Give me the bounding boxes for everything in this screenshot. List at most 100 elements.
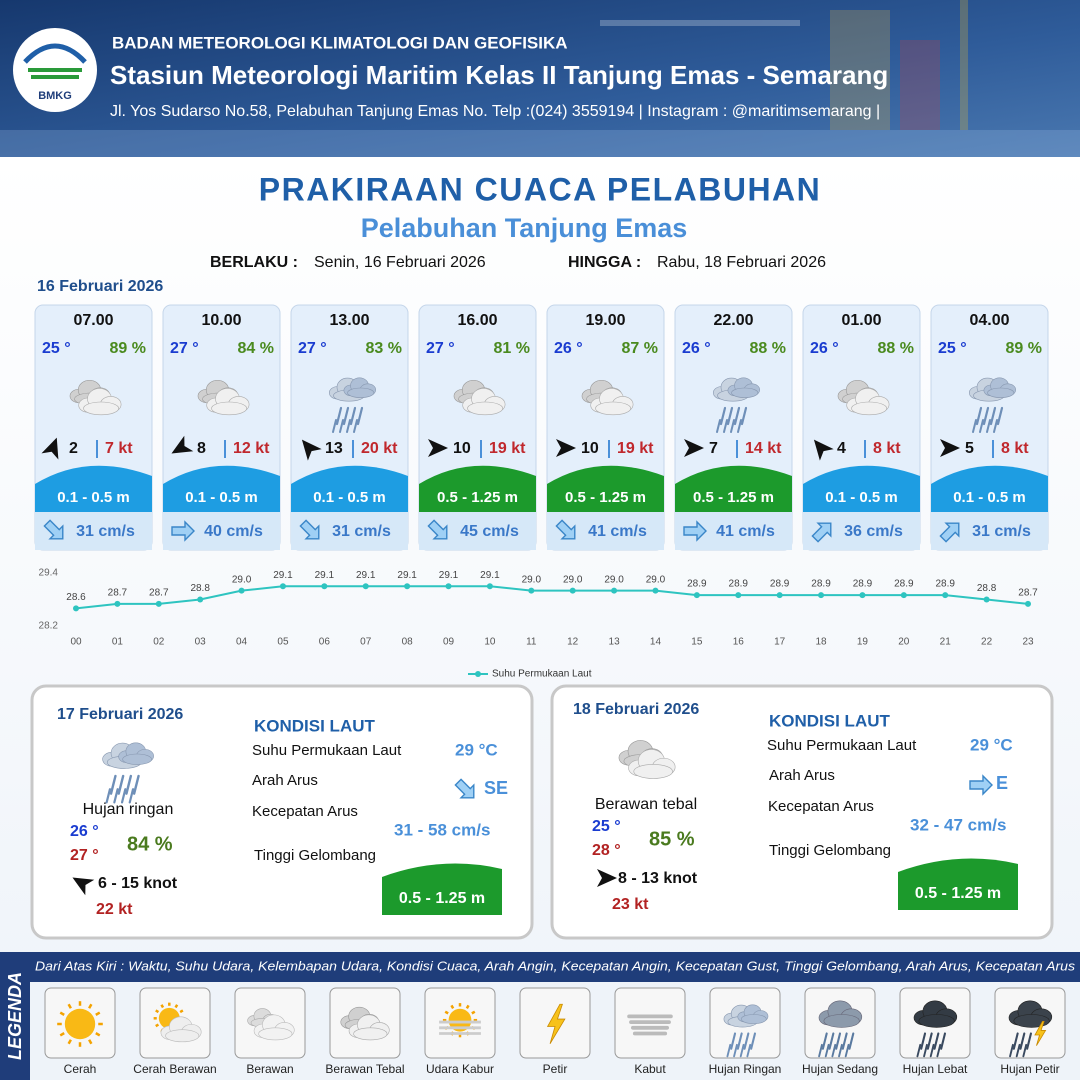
rain-drop bbox=[113, 788, 119, 804]
card-wind: 10 bbox=[581, 440, 599, 457]
value-label: 28.6 bbox=[66, 592, 86, 603]
sun-ray bbox=[465, 1004, 470, 1009]
rain-drop bbox=[730, 1032, 737, 1050]
day-humidity: 85 % bbox=[649, 828, 695, 850]
valid-to: Rabu, 18 Februari 2026 bbox=[657, 254, 826, 271]
card-time: 19.00 bbox=[585, 312, 625, 329]
card-time: 04.00 bbox=[969, 312, 1009, 329]
cloud-icon bbox=[253, 1014, 295, 1041]
wave-label: Tinggi Gelombang bbox=[254, 847, 376, 864]
cloud-puff bbox=[122, 753, 152, 765]
series-point bbox=[776, 592, 783, 599]
series-point bbox=[818, 592, 825, 599]
card-current: 41 cm/s bbox=[716, 523, 775, 540]
cloud-puff bbox=[740, 1014, 767, 1024]
card-wind: 5 bbox=[965, 440, 974, 457]
rain-drop bbox=[733, 406, 741, 426]
series-point bbox=[73, 605, 79, 612]
rain-drop bbox=[844, 1043, 850, 1058]
current-arrow-shape bbox=[43, 519, 64, 540]
wind-arrow bbox=[72, 877, 95, 896]
rain-drop bbox=[929, 1043, 935, 1058]
day-temp-max: 27 ° bbox=[70, 847, 99, 864]
current-arrow-shape bbox=[939, 522, 960, 543]
rain-drop bbox=[730, 419, 735, 433]
series-point bbox=[900, 592, 907, 599]
card-wave-height: 0.5 - 1.25 m bbox=[565, 489, 646, 506]
x-tick-label: 15 bbox=[691, 637, 703, 648]
series-point bbox=[279, 583, 286, 590]
rain-drop bbox=[356, 406, 364, 426]
card-wave-height: 0.5 - 1.25 m bbox=[437, 489, 518, 506]
rain-drop bbox=[1009, 1043, 1014, 1058]
rain-drop bbox=[746, 1043, 752, 1058]
cloud-puff bbox=[83, 401, 120, 416]
station: Stasiun Meteorologi Maritim Kelas II Tan… bbox=[110, 60, 888, 90]
card-wind: 8 bbox=[197, 440, 206, 457]
legend-item: Petir bbox=[543, 1062, 568, 1076]
value-label: 29.1 bbox=[315, 570, 335, 581]
cloud-icon bbox=[462, 388, 506, 416]
cloud-puff bbox=[165, 1029, 200, 1043]
cloud-icon bbox=[737, 1004, 769, 1024]
sst-label: Suhu Permukaan Laut bbox=[767, 737, 917, 754]
value-label: 28.9 bbox=[729, 579, 749, 590]
card-gust: 8 kt bbox=[873, 440, 901, 457]
value-label: 28.7 bbox=[1018, 588, 1038, 599]
sea-title: KONDISI LAUT bbox=[254, 716, 376, 735]
rain-drop bbox=[821, 1032, 828, 1050]
card-gust: 7 kt bbox=[105, 440, 133, 457]
value-label: 28.8 bbox=[977, 583, 997, 594]
rain-drop bbox=[332, 419, 337, 433]
cloud-icon bbox=[628, 749, 676, 779]
current-arrow bbox=[969, 774, 993, 796]
y-tick-label: 29.4 bbox=[39, 568, 59, 579]
card-time: 10.00 bbox=[201, 312, 241, 329]
wind-arrow bbox=[556, 439, 576, 457]
cloud-icon bbox=[590, 388, 634, 416]
valid-to-label: HINGGA : bbox=[568, 254, 641, 271]
sun-ray bbox=[471, 1010, 476, 1015]
sst-value: 29 °C bbox=[970, 735, 1013, 754]
rain-drop bbox=[349, 406, 357, 426]
wind-arrow-head bbox=[813, 439, 834, 461]
rain-drop bbox=[743, 1032, 750, 1050]
value-label: 29.1 bbox=[356, 570, 376, 581]
sun-ray bbox=[59, 1011, 65, 1016]
card-current: 41 cm/s bbox=[588, 523, 647, 540]
rain-drop bbox=[848, 1032, 855, 1050]
card-time: 22.00 bbox=[713, 312, 753, 329]
rain-drop bbox=[1026, 1032, 1032, 1050]
rain-drop bbox=[739, 1043, 745, 1058]
series-point bbox=[983, 596, 990, 603]
rain-drop bbox=[736, 1032, 743, 1050]
cloud-puff bbox=[823, 1014, 860, 1028]
legend-item: Hujan Lebat bbox=[903, 1062, 968, 1076]
card-gust: 14 kt bbox=[745, 440, 782, 457]
valid-from-label: BERLAKU : bbox=[210, 254, 298, 271]
value-label: 29.0 bbox=[604, 574, 624, 585]
rain-drop bbox=[986, 419, 991, 433]
sun-ray bbox=[155, 1023, 160, 1028]
subtitle: Pelabuhan Tanjung Emas bbox=[361, 213, 688, 243]
day-gust: 23 kt bbox=[612, 896, 649, 913]
rain-drop bbox=[979, 419, 984, 433]
sun-ray bbox=[179, 1009, 184, 1014]
current-direction-label: Arah Arus bbox=[769, 767, 835, 784]
cloud-puff bbox=[595, 401, 632, 416]
cloud-puff bbox=[731, 387, 759, 398]
rain-drop bbox=[120, 788, 127, 804]
rain-drop bbox=[1015, 1043, 1021, 1058]
card-wave bbox=[803, 465, 920, 512]
card-wave-height: 0.5 - 1.25 m bbox=[693, 489, 774, 506]
rain-drop bbox=[723, 419, 728, 433]
current-arrow-shape bbox=[299, 519, 320, 540]
legend-item: Udara Kabur bbox=[426, 1062, 494, 1076]
card-temperature: 26 ° bbox=[682, 340, 711, 357]
rain-drop bbox=[926, 1032, 933, 1050]
day-condition: Berawan tebal bbox=[595, 796, 697, 813]
organization: BADAN METEOROLOGI KLIMATOLOGI DAN GEOFIS… bbox=[112, 33, 568, 52]
cloud-puff bbox=[633, 764, 673, 779]
current-arrow bbox=[683, 520, 707, 542]
card-temperature: 27 ° bbox=[298, 340, 327, 357]
